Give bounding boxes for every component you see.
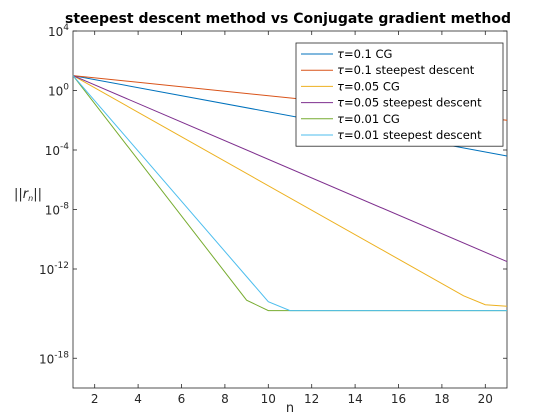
series-line [72,75,507,312]
x-tick-label: 16 [391,392,406,406]
y-tick-label: 100 [48,83,69,99]
legend-entry-label: τ=0.1 CG [337,47,392,61]
x-tick-label: 20 [478,392,493,406]
legend-entry-label: τ=0.01 CG [337,112,400,126]
y-tick-label: 10-12 [39,261,69,277]
ticks-layer: 2 4 6 8 10 12 14 16 18 20 104 100 10-4 10-8 10-12 10-18 [39,23,507,406]
x-tick-label: 8 [221,392,229,406]
series-line [72,75,508,307]
x-axis-label: n [286,401,294,416]
legend: τ=0.1 CG τ=0.1 steepest descent τ=0.05 CG τ… [295,42,504,147]
x-tick-label: 2 [91,392,99,406]
x-tick-label: 10 [261,392,276,406]
y-tick-label: 104 [48,23,69,39]
x-tick-label: 6 [178,392,186,406]
y-tick-label: 10-4 [45,142,70,158]
x-tick-label: 4 [134,392,142,406]
y-axis-label: ||rn|| [14,187,42,203]
legend-entry-label: τ=0.01 steepest descent [337,128,482,142]
x-tick-label: 18 [434,392,449,406]
y-tick-label: 10-8 [45,202,70,218]
legend-entry-label: τ=0.05 steepest descent [337,96,482,110]
chart-title: steepest descent method vs Conjugate gra… [65,11,511,27]
series-line [72,75,508,263]
legend-entry-label: τ=0.1 steepest descent [337,63,475,77]
x-tick-label: 14 [347,392,362,406]
legend-box [295,42,504,147]
series-layer [72,75,508,312]
legend-entry-label: τ=0.05 CG [337,79,400,93]
y-tick-label: 10-18 [39,350,69,366]
x-tick-label: 12 [304,392,319,406]
